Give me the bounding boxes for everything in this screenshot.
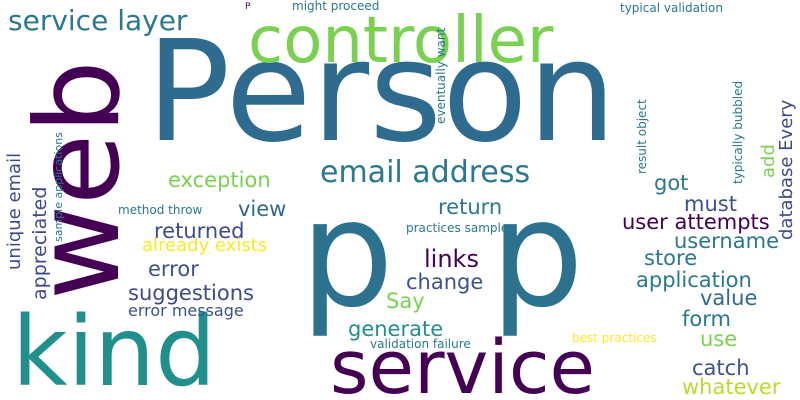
word-use: use bbox=[700, 327, 737, 351]
word-returned: returned bbox=[154, 219, 244, 243]
word-best-practices: best practices bbox=[572, 331, 657, 345]
word-exception: exception bbox=[168, 168, 271, 192]
word-service: service bbox=[330, 325, 595, 400]
word-generate: generate bbox=[348, 317, 443, 341]
word-unique-email: unique email bbox=[4, 153, 25, 270]
word-error-message: error message bbox=[128, 301, 244, 320]
word-got: got bbox=[654, 171, 688, 195]
word-p: p bbox=[490, 168, 584, 340]
word-application: application bbox=[636, 268, 752, 292]
word-add: add bbox=[758, 144, 779, 178]
word-method-throw: method throw bbox=[118, 203, 202, 217]
word-email-address: email address bbox=[320, 155, 530, 190]
word-suggestions: suggestions bbox=[128, 281, 254, 305]
word-typically-bubbled: typically bubbled bbox=[731, 81, 745, 184]
word-username: username bbox=[674, 229, 779, 253]
word-database-every: database Every bbox=[776, 99, 797, 240]
word-p: p bbox=[300, 168, 394, 340]
word-result-object: result object bbox=[635, 99, 649, 174]
word-person: Person bbox=[146, 11, 616, 174]
word-kind: kind bbox=[12, 296, 216, 400]
word-appreciated: appreciated bbox=[29, 187, 51, 300]
word-store: store bbox=[644, 246, 697, 270]
word-web: web bbox=[11, 60, 146, 300]
word-view: view bbox=[238, 197, 286, 221]
word-user-attempts: user attempts bbox=[622, 210, 770, 234]
word-return: return bbox=[438, 195, 502, 219]
word-change: change bbox=[406, 270, 483, 294]
word-already-exists: already exists bbox=[142, 235, 267, 256]
word-practices-sample: practices sample bbox=[406, 221, 508, 235]
word-service-layer: service layer bbox=[8, 4, 188, 37]
word-error: error bbox=[148, 257, 199, 281]
word-must: must bbox=[684, 192, 737, 216]
word-controller: controller bbox=[248, 4, 554, 78]
word-p: P bbox=[245, 2, 251, 12]
word-links: links bbox=[424, 245, 479, 273]
word-typical-validation: typical validation bbox=[620, 1, 723, 15]
word-eventually-want: eventually want bbox=[434, 28, 448, 124]
word-might-proceed: might proceed bbox=[292, 0, 379, 13]
word-say: Say bbox=[386, 289, 425, 313]
word-whatever: whatever bbox=[682, 375, 781, 399]
word-validation-failure: validation failure bbox=[370, 337, 471, 351]
word-form: form bbox=[682, 307, 731, 331]
word-catch: catch bbox=[692, 356, 750, 380]
word-sample-applications: sample applications bbox=[52, 132, 65, 242]
word-value: value bbox=[700, 286, 757, 310]
